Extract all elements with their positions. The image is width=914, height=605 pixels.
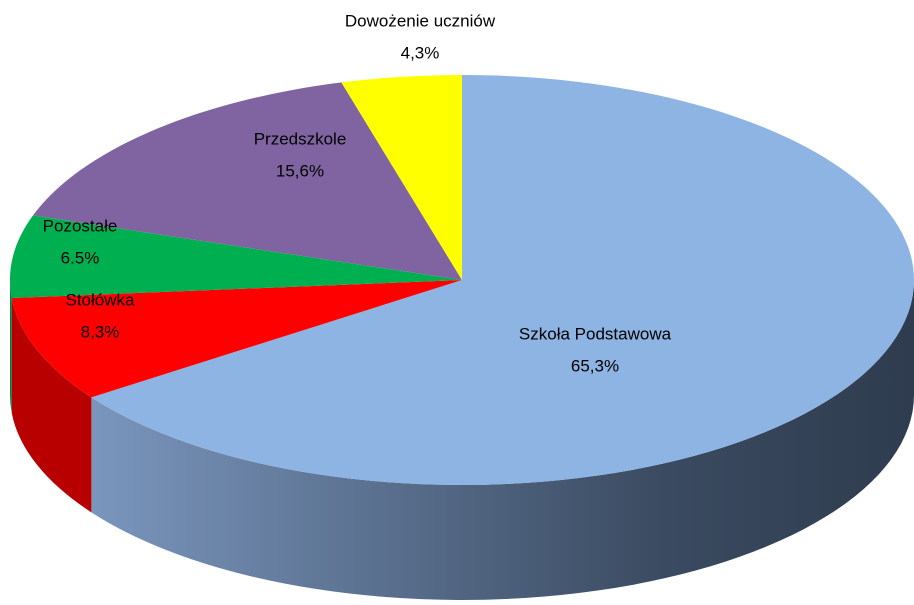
slice xyxy=(33,82,462,280)
slice xyxy=(11,280,462,398)
slice-label: Pozostałe xyxy=(43,216,118,235)
slice xyxy=(91,75,914,485)
slice-side xyxy=(11,298,92,513)
slice-side xyxy=(91,280,914,600)
slice xyxy=(341,75,462,280)
slice-label: Stołówka xyxy=(66,290,136,309)
slice xyxy=(10,215,463,299)
slice-value-label: 6.5% xyxy=(61,248,100,267)
slice-label: Szkoła Podstawowa xyxy=(519,324,672,343)
slice-side xyxy=(10,280,12,414)
slice-label: Dowożenie uczniów xyxy=(345,11,496,30)
slice-label: Przedszkole xyxy=(254,129,347,148)
slice-value-label: 4,3% xyxy=(401,43,440,62)
slice-value-label: 15,6% xyxy=(276,161,324,180)
slice-value-label: 8,3% xyxy=(81,322,120,341)
slice-value-label: 65,3% xyxy=(571,356,619,375)
